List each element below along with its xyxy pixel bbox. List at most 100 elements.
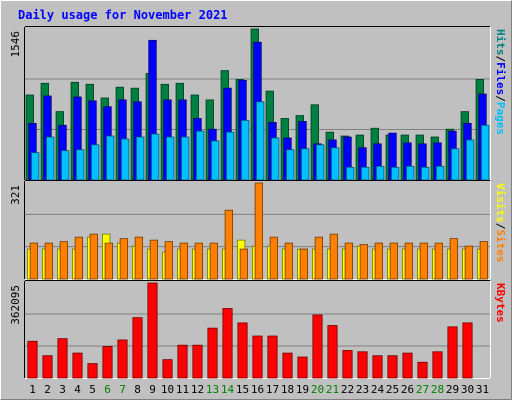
bar-kbytes-day-7 — [117, 339, 128, 379]
bar-sites-day-27 — [419, 242, 429, 280]
bar-pages-day-25 — [391, 166, 400, 181]
bar-kbytes-day-23 — [357, 351, 368, 379]
bar-sites-day-15 — [239, 248, 249, 280]
bar-pages-day-29 — [451, 148, 460, 181]
bar-kbytes-day-11 — [177, 344, 188, 379]
bar-sites-day-11 — [179, 242, 189, 280]
bar-sites-day-19 — [299, 248, 309, 280]
bar-sites-day-8 — [134, 236, 144, 280]
bar-kbytes-day-10 — [162, 359, 173, 379]
x-tick-label-day-20: 20 — [311, 383, 324, 396]
x-tick-label-day-7: 7 — [119, 383, 126, 396]
x-tick-label-day-10: 10 — [161, 383, 174, 396]
bar-kbytes-day-30 — [462, 322, 473, 379]
bar-pages-day-1 — [31, 152, 40, 181]
legend-files: Files — [494, 62, 507, 95]
bar-pages-day-19 — [301, 148, 310, 181]
x-tick-label-day-4: 4 — [74, 383, 81, 396]
bar-pages-day-7 — [121, 138, 130, 181]
bar-kbytes-day-2 — [42, 355, 53, 379]
legend-separator: / — [494, 56, 507, 63]
bar-sites-day-16 — [254, 182, 264, 280]
bar-pages-day-8 — [136, 136, 145, 181]
bar-kbytes-day-24 — [372, 355, 383, 379]
bar-pages-day-28 — [436, 165, 445, 181]
bar-pages-day-3 — [61, 150, 70, 181]
x-tick-label-day-24: 24 — [371, 383, 385, 396]
bar-pages-day-16 — [256, 101, 265, 181]
bar-kbytes-day-18 — [282, 352, 293, 379]
bar-kbytes-day-17 — [267, 335, 278, 379]
x-tick-label-day-26: 26 — [401, 383, 414, 396]
bar-pages-day-4 — [76, 149, 85, 181]
chart-title: Daily usage for November 2021 — [18, 8, 228, 22]
bar-kbytes-day-21 — [327, 325, 338, 379]
legend-separator: / — [494, 223, 507, 230]
legend-hits: Hits — [494, 29, 507, 56]
bar-kbytes-day-22 — [342, 350, 353, 379]
bar-sites-day-23 — [359, 244, 369, 280]
bar-pages-day-15 — [241, 120, 250, 181]
bar-sites-day-12 — [194, 242, 204, 280]
x-axis-day-labels: 1 2 3 4 5 6 7 8 9 10 11 12 13 14 15 16 17 18 19 20 21 22 23 24 2… — [29, 383, 489, 396]
bar-sites-day-21 — [329, 233, 339, 280]
bar-kbytes-day-25 — [387, 355, 398, 379]
bar-pages-day-2 — [46, 136, 55, 181]
bar-pages-day-21 — [331, 147, 340, 181]
x-tick-label-day-15: 15 — [236, 383, 249, 396]
bar-pages-day-22 — [346, 166, 355, 181]
bar-sites-day-31 — [479, 241, 489, 280]
bar-sites-day-30 — [464, 245, 474, 280]
x-tick-label-day-22: 22 — [341, 383, 354, 396]
x-tick-label-day-30: 30 — [461, 383, 474, 396]
x-tick-label-day-14: 14 — [221, 383, 235, 396]
bar-sites-day-17 — [269, 236, 279, 280]
bar-sites-day-29 — [449, 238, 459, 280]
y-max-label: 321 — [9, 185, 22, 205]
bar-pages-day-30 — [466, 139, 475, 181]
x-tick-label-day-1: 1 — [29, 383, 36, 396]
y-max-label: 362095 — [9, 285, 22, 325]
x-tick-label-day-19: 19 — [296, 383, 309, 396]
bar-sites-day-18 — [284, 242, 294, 280]
bar-sites-day-1 — [29, 242, 39, 280]
panel-hits-files-pages: 1546 Hits/Files/Pages — [9, 26, 507, 181]
bar-kbytes-day-8 — [132, 317, 143, 379]
bar-kbytes-day-13 — [207, 327, 218, 379]
bar-pages-day-9 — [151, 133, 160, 181]
panel-legend: Hits/Files/Pages — [494, 29, 507, 135]
bar-pages-day-10 — [166, 136, 175, 181]
bar-pages-day-31 — [481, 124, 490, 181]
bar-pages-day-18 — [286, 149, 295, 181]
bar-kbytes-day-20 — [312, 314, 323, 379]
x-tick-label-day-12: 12 — [191, 383, 204, 396]
x-tick-label-day-13: 13 — [206, 383, 219, 396]
bar-sites-day-7 — [119, 238, 128, 280]
bar-kbytes-day-19 — [297, 356, 308, 379]
bar-sites-day-4 — [74, 236, 83, 280]
x-tick-label-day-17: 17 — [266, 383, 279, 396]
bar-kbytes-day-9 — [147, 282, 158, 379]
bar-pages-day-24 — [376, 165, 385, 181]
legend-sites: Sites — [494, 229, 507, 262]
bar-pages-day-12 — [196, 130, 205, 181]
x-tick-label-day-21: 21 — [326, 383, 339, 396]
x-tick-label-day-25: 25 — [386, 383, 399, 396]
y-max-label: 1546 — [9, 31, 22, 58]
bar-kbytes-day-6 — [102, 346, 113, 379]
bar-pages-day-27 — [421, 166, 430, 181]
bar-kbytes-day-27 — [417, 361, 428, 379]
bar-kbytes-day-15 — [237, 322, 248, 379]
bar-pages-day-23 — [361, 166, 370, 181]
bar-sites-day-10 — [164, 241, 174, 280]
panel-kbytes: 362095 KBytes — [9, 280, 507, 379]
bar-sites-day-14 — [224, 209, 234, 280]
x-tick-label-day-27: 27 — [416, 383, 429, 396]
x-tick-label-day-3: 3 — [59, 383, 66, 396]
x-tick-label-day-16: 16 — [251, 383, 264, 396]
bar-kbytes-day-26 — [402, 352, 413, 379]
legend-visits: Visits — [494, 183, 507, 223]
bar-sites-day-22 — [344, 242, 354, 280]
bar-kbytes-day-1 — [27, 340, 38, 379]
